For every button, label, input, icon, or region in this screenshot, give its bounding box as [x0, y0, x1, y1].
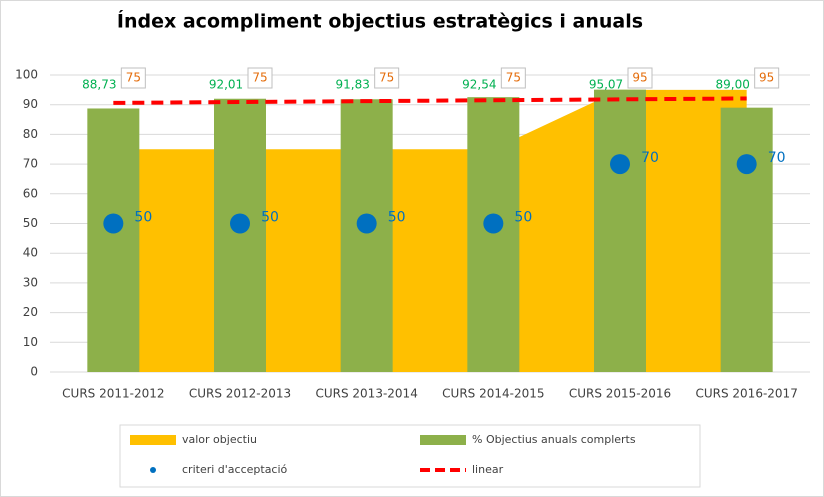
legend-swatch — [150, 467, 156, 473]
data-label: 50 — [261, 210, 279, 226]
data-label: 50 — [134, 210, 152, 226]
data-label-box — [500, 67, 526, 89]
data-label: 75 — [379, 71, 394, 85]
y-tick-label: 10 — [23, 335, 38, 349]
legend-swatch — [130, 435, 176, 445]
data-label-box — [374, 67, 400, 89]
x-tick-label: CURS 2012-2013 — [189, 387, 291, 401]
area — [113, 89, 747, 372]
point — [736, 154, 757, 175]
point — [483, 213, 504, 234]
bar — [214, 98, 266, 373]
legend-label: linear — [472, 463, 504, 476]
data-label: 95 — [759, 71, 774, 85]
data-label-box — [627, 67, 653, 89]
data-label-box — [247, 67, 273, 89]
data-label: 88,73 — [82, 77, 116, 91]
y-tick-label: 100 — [15, 68, 38, 82]
x-tick-label: CURS 2016-2017 — [695, 387, 797, 401]
y-tick-label: 70 — [23, 157, 38, 171]
x-tick-label: CURS 2013-2014 — [315, 387, 417, 401]
y-tick-label: 0 — [30, 365, 38, 379]
data-label: 50 — [514, 210, 532, 226]
x-tick-label: CURS 2014-2015 — [442, 387, 544, 401]
y-tick-label: 30 — [23, 275, 38, 289]
y-tick-label: 80 — [23, 127, 38, 141]
bar — [340, 99, 393, 373]
legend-swatch — [420, 435, 466, 445]
point — [103, 213, 124, 234]
point — [356, 213, 377, 234]
bar — [594, 89, 646, 373]
data-label: 50 — [388, 210, 406, 226]
point — [610, 154, 630, 175]
y-tick-label: 50 — [23, 216, 38, 230]
data-label: 70 — [641, 150, 659, 166]
y-tick-label: 20 — [23, 305, 38, 319]
data-label: 95 — [632, 71, 647, 85]
x-tick-label: CURS 2015-2016 — [569, 387, 671, 401]
data-label: 75 — [252, 71, 267, 85]
legend-label: criteri d'acceptació — [182, 463, 288, 476]
data-label-box — [754, 67, 780, 89]
data-label-box — [120, 67, 146, 89]
bar — [720, 107, 773, 373]
bar — [467, 97, 520, 373]
trend-line — [113, 96, 747, 105]
legend-box — [119, 424, 701, 488]
data-label: 89,00 — [715, 77, 749, 91]
data-label: 95,07 — [589, 77, 623, 91]
chart-title: Índex acompliment objectius estratègics … — [117, 10, 643, 33]
point — [230, 213, 250, 234]
data-label: 70 — [768, 150, 786, 166]
data-label: 92,54 — [462, 77, 496, 91]
data-label: 75 — [506, 71, 521, 85]
y-tick-label: 60 — [23, 186, 38, 200]
y-tick-label: 40 — [23, 246, 38, 260]
data-label: 75 — [126, 71, 141, 85]
bar — [87, 108, 140, 373]
y-tick-label: 90 — [23, 97, 38, 111]
data-label: 92,01 — [209, 77, 243, 91]
legend-label: % Objectius anuals complerts — [472, 433, 636, 446]
data-label: 91,83 — [335, 77, 369, 91]
legend-label: valor objectiu — [182, 433, 257, 446]
x-tick-label: CURS 2011-2012 — [62, 387, 164, 401]
